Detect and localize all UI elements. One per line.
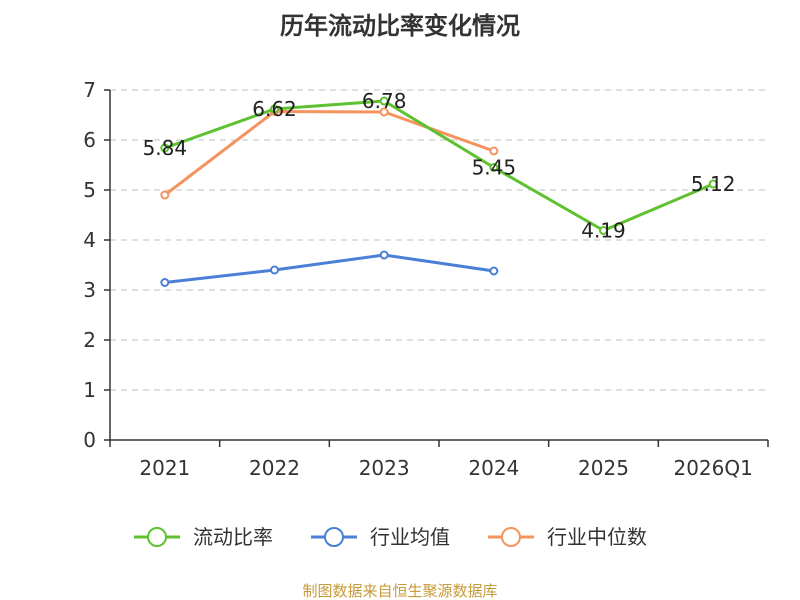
y-tick-label: 6 — [83, 128, 96, 152]
y-tick-label: 4 — [83, 228, 96, 252]
x-tick-label: 2023 — [359, 456, 410, 480]
data-point-s0-2023 — [379, 96, 389, 106]
legend-label: 行业均值 — [370, 525, 450, 549]
legend-item-2[interactable]: 行业中位数 — [488, 525, 647, 549]
y-tick-label: 7 — [83, 78, 96, 102]
data-label-2026Q1: 5.12 — [691, 172, 736, 196]
legend-item-1[interactable]: 行业均值 — [311, 525, 450, 549]
data-point-s0-2025 — [599, 226, 608, 235]
legend[interactable]: 流动比率 行业均值 行业中位数 — [134, 525, 647, 549]
data-label-2023: 6.78 — [362, 89, 407, 113]
series-line-0 — [164, 99, 714, 232]
axes: 0 1 2 3 4 5 6 7 2021 2022 2023 2024 2025 2026Q1 — [83, 78, 769, 480]
x-tick-label: 2021 — [139, 456, 190, 480]
data-point-s0-2026Q1 — [708, 179, 718, 189]
legend-marker — [147, 527, 167, 547]
x-tick-label: 2022 — [249, 456, 300, 480]
data-point-s1-2022 — [270, 265, 279, 275]
data-point-s1-2023 — [379, 250, 389, 260]
data-label-2025: 4.19 — [581, 219, 626, 243]
y-tick-label: 3 — [83, 278, 96, 302]
legend-label: 行业中位数 — [547, 525, 647, 549]
data-point-s1-2021 — [160, 278, 170, 287]
series-line-2 — [163, 110, 495, 197]
data-label-2021: 5.84 — [143, 136, 188, 160]
x-tick-label: 2025 — [578, 456, 629, 480]
chart-title: 历年流动比率变化情况 — [280, 12, 520, 40]
data-point-s1-2024 — [489, 266, 499, 276]
data-point-s0-2024 — [489, 163, 499, 172]
data-point-s0-2021 — [160, 143, 170, 153]
x-tick-label: 2024 — [468, 456, 519, 480]
data-point-s2-2021 — [160, 190, 170, 200]
source-note: 制图数据来自恒生聚源数据库 — [302, 582, 497, 600]
y-tick-label: 0 — [83, 428, 96, 452]
legend-marker — [324, 527, 344, 547]
legend-item-0[interactable]: 流动比率 — [134, 525, 273, 549]
x-tick-label: 2026Q1 — [673, 456, 752, 480]
data-label-2024: 5.45 — [472, 156, 517, 180]
y-tick-label: 1 — [83, 378, 96, 402]
series-layer — [160, 96, 718, 287]
data-label-2022: 6.62 — [252, 97, 297, 121]
y-tick-label: 5 — [83, 178, 96, 202]
legend-label: 流动比率 — [193, 525, 273, 549]
legend-marker — [501, 527, 521, 547]
data-point-s0-2022 — [270, 104, 279, 114]
data-labels: 5.84 6.62 6.78 5.45 4.19 5.12 — [143, 89, 736, 243]
data-point-s2-2024 — [489, 146, 499, 156]
data-point-s2-2023 — [379, 107, 389, 117]
y-tick-label: 2 — [83, 328, 96, 352]
series-line-1 — [164, 253, 495, 284]
